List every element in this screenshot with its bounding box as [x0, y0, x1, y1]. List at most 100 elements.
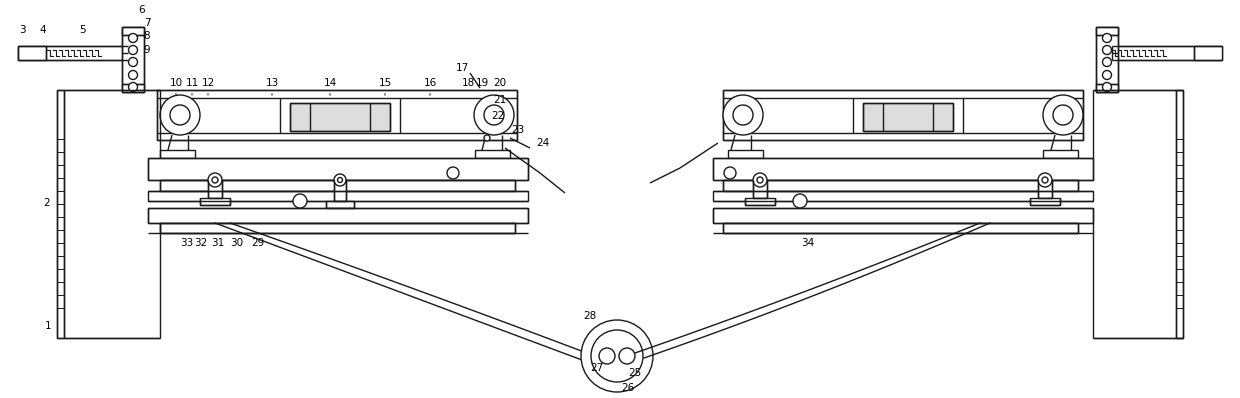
Circle shape [1043, 95, 1083, 135]
Text: 23: 23 [511, 125, 525, 135]
Text: 29: 29 [252, 238, 264, 248]
Bar [1096, 27, 1118, 92]
Bar [1030, 198, 1060, 205]
Circle shape [1053, 105, 1073, 125]
Circle shape [1102, 33, 1111, 43]
Circle shape [1102, 70, 1111, 80]
Bar [1112, 46, 1221, 60]
Bar [1096, 27, 1118, 35]
Bar [200, 198, 229, 205]
Bar [713, 191, 1092, 201]
Bar [19, 46, 46, 60]
Text: 5: 5 [78, 25, 86, 35]
Text: 15: 15 [378, 78, 392, 95]
Text: 4: 4 [40, 25, 46, 35]
Bar [475, 150, 510, 158]
Bar [1038, 180, 1052, 198]
Text: 28: 28 [583, 311, 596, 321]
Text: 14: 14 [324, 78, 336, 95]
Text: 22: 22 [491, 111, 505, 121]
Bar [326, 201, 353, 208]
Circle shape [208, 173, 222, 187]
Circle shape [293, 194, 308, 208]
Bar [713, 158, 1092, 180]
Bar [863, 103, 954, 131]
Text: 25: 25 [629, 368, 641, 378]
Circle shape [337, 178, 342, 183]
Text: 7: 7 [144, 18, 150, 28]
Bar [728, 150, 763, 158]
Circle shape [446, 167, 459, 179]
Bar [723, 180, 1078, 191]
Bar [122, 27, 144, 92]
Bar [148, 191, 528, 201]
Text: 32: 32 [195, 238, 207, 248]
Text: 24: 24 [537, 138, 549, 148]
Circle shape [129, 82, 138, 92]
Bar [148, 158, 528, 180]
Circle shape [756, 177, 763, 183]
Circle shape [129, 70, 138, 80]
Circle shape [334, 174, 346, 186]
Text: 18: 18 [461, 78, 475, 88]
Circle shape [1042, 177, 1048, 183]
Circle shape [484, 135, 490, 141]
Circle shape [582, 320, 653, 392]
Bar [290, 103, 391, 131]
Text: 1: 1 [45, 321, 51, 331]
Bar [19, 46, 128, 60]
Bar [160, 180, 515, 191]
Bar [148, 208, 528, 223]
Circle shape [1102, 82, 1111, 92]
Bar [1043, 150, 1078, 158]
Circle shape [724, 167, 737, 179]
Bar [208, 180, 222, 198]
Text: 19: 19 [475, 78, 489, 88]
Circle shape [753, 173, 768, 187]
Text: 26: 26 [621, 383, 635, 393]
Bar [1176, 90, 1183, 338]
Text: 3: 3 [19, 25, 25, 35]
Bar [57, 90, 64, 338]
Text: 20: 20 [494, 78, 507, 88]
Circle shape [170, 105, 190, 125]
Text: 30: 30 [231, 238, 243, 248]
Circle shape [129, 57, 138, 66]
Bar [157, 90, 517, 140]
Bar [753, 180, 768, 198]
Circle shape [484, 105, 503, 125]
Circle shape [733, 105, 753, 125]
Text: 11: 11 [185, 78, 198, 95]
Bar [1194, 46, 1221, 60]
Bar [713, 208, 1092, 223]
Text: 8: 8 [144, 31, 150, 41]
Text: 33: 33 [180, 238, 193, 248]
Circle shape [129, 45, 138, 55]
Text: 21: 21 [494, 95, 507, 105]
Text: 16: 16 [423, 78, 436, 95]
Text: 31: 31 [211, 238, 224, 248]
Bar [160, 223, 515, 233]
Circle shape [474, 95, 515, 135]
Text: 13: 13 [265, 78, 279, 95]
Circle shape [723, 95, 763, 135]
Bar [122, 27, 144, 35]
Circle shape [212, 177, 218, 183]
Bar [334, 180, 346, 201]
Bar [745, 198, 775, 205]
Text: 10: 10 [170, 78, 182, 95]
Text: 2: 2 [43, 198, 51, 208]
Circle shape [1102, 57, 1111, 66]
Text: 9: 9 [144, 45, 150, 55]
Text: 27: 27 [590, 363, 604, 373]
Circle shape [129, 33, 138, 43]
Text: 12: 12 [201, 78, 215, 95]
Bar [160, 150, 195, 158]
Circle shape [591, 330, 644, 382]
Bar [723, 223, 1078, 233]
Circle shape [1038, 173, 1052, 187]
Bar [1096, 84, 1118, 92]
Text: 17: 17 [455, 63, 469, 73]
Bar [723, 90, 1083, 140]
Circle shape [160, 95, 200, 135]
